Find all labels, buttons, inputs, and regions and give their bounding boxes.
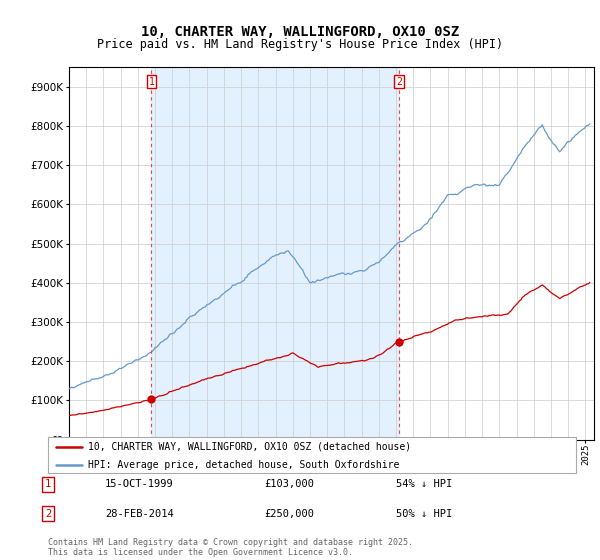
Text: HPI: Average price, detached house, South Oxfordshire: HPI: Average price, detached house, Sout… [88, 460, 399, 470]
Text: Price paid vs. HM Land Registry's House Price Index (HPI): Price paid vs. HM Land Registry's House … [97, 38, 503, 51]
Text: £103,000: £103,000 [264, 479, 314, 489]
Text: 2: 2 [396, 77, 402, 86]
Text: 1: 1 [45, 479, 51, 489]
Text: 10, CHARTER WAY, WALLINGFORD, OX10 0SZ: 10, CHARTER WAY, WALLINGFORD, OX10 0SZ [141, 25, 459, 39]
Text: 50% ↓ HPI: 50% ↓ HPI [396, 508, 452, 519]
Text: 2: 2 [45, 508, 51, 519]
Text: £250,000: £250,000 [264, 508, 314, 519]
Bar [151, 67, 399, 440]
Text: 28-FEB-2014: 28-FEB-2014 [105, 508, 174, 519]
Text: Contains HM Land Registry data © Crown copyright and database right 2025.
This d: Contains HM Land Registry data © Crown c… [48, 538, 413, 557]
Text: 1: 1 [149, 77, 154, 86]
Text: 15-OCT-1999: 15-OCT-1999 [105, 479, 174, 489]
Text: 54% ↓ HPI: 54% ↓ HPI [396, 479, 452, 489]
Text: 10, CHARTER WAY, WALLINGFORD, OX10 0SZ (detached house): 10, CHARTER WAY, WALLINGFORD, OX10 0SZ (… [88, 442, 411, 452]
